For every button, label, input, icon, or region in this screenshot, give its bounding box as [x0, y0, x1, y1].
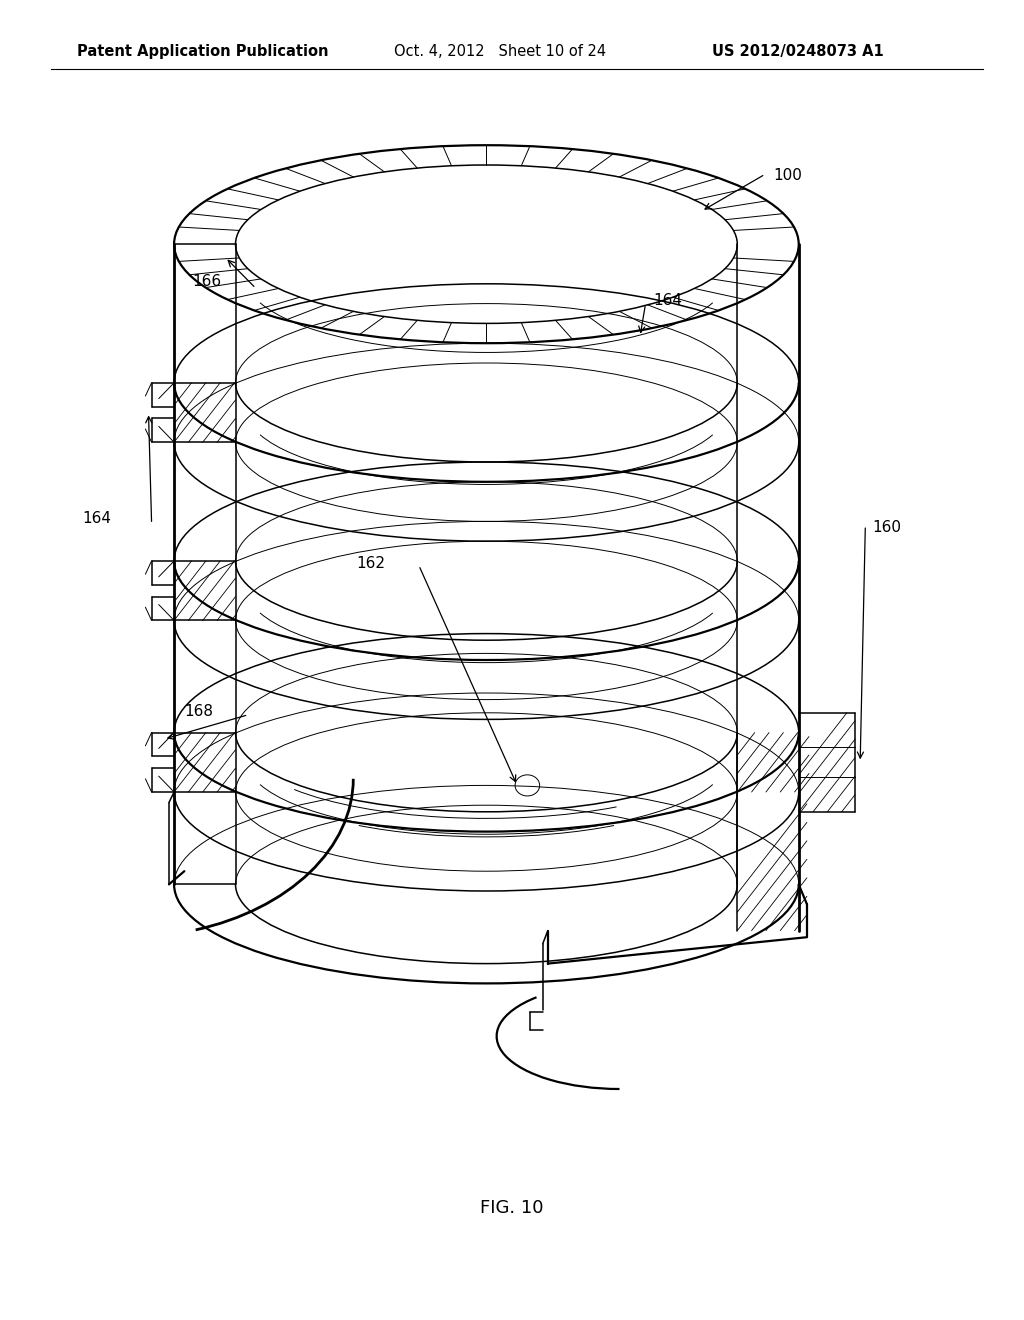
Text: Oct. 4, 2012   Sheet 10 of 24: Oct. 4, 2012 Sheet 10 of 24 — [394, 44, 606, 59]
Text: 164: 164 — [82, 511, 111, 527]
Text: 160: 160 — [872, 520, 901, 536]
Text: Patent Application Publication: Patent Application Publication — [77, 44, 329, 59]
Text: FIG. 10: FIG. 10 — [480, 1199, 544, 1217]
Text: 162: 162 — [356, 556, 385, 572]
Text: US 2012/0248073 A1: US 2012/0248073 A1 — [712, 44, 884, 59]
Text: 168: 168 — [184, 704, 213, 719]
Text: 166: 166 — [193, 273, 221, 289]
Text: 100: 100 — [773, 168, 802, 183]
Text: 164: 164 — [653, 293, 682, 309]
